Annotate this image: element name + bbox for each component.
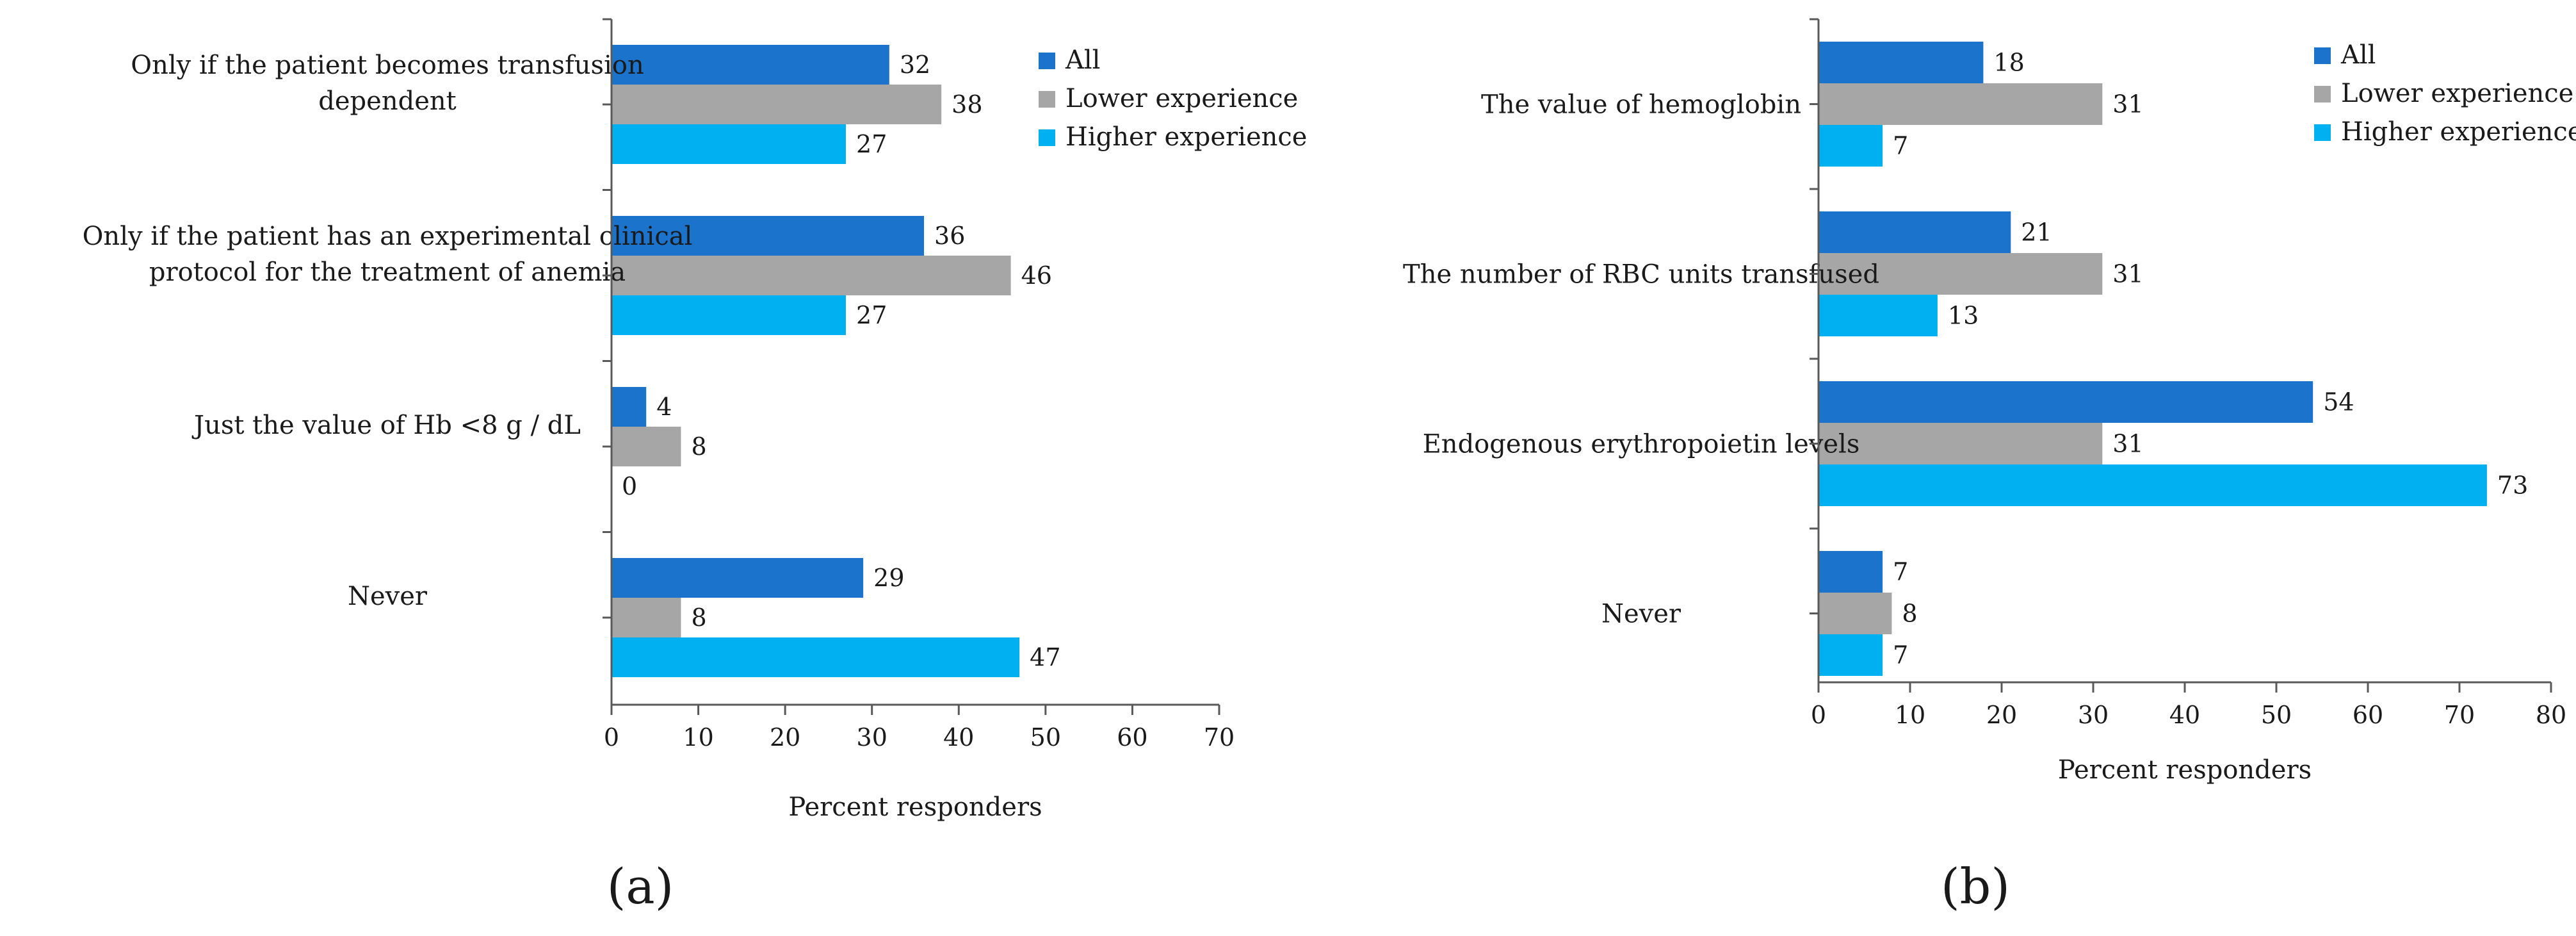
category-label-a-1-line1: protocol for the treatment of anemia	[149, 258, 626, 287]
bar-b-cat1-series2	[1819, 295, 1938, 336]
legend-label-a-2: Higher experience	[1065, 122, 1307, 152]
legend-label-b-2: Higher experience	[2341, 117, 2576, 147]
panel-label-b: (b)	[1941, 858, 2010, 915]
value-label-a-cat2-series0: 4	[656, 393, 672, 421]
legend-label-b-0: All	[2340, 40, 2376, 70]
x-axis-title-a: Percent responders	[788, 792, 1042, 822]
x-tick-label-a-40: 40	[943, 723, 974, 751]
value-label-a-cat2-series1: 8	[691, 432, 706, 461]
bar-b-cat0-series2	[1819, 125, 1883, 167]
value-label-b-cat3-series0: 7	[1893, 558, 1908, 586]
bar-b-cat2-series1	[1819, 423, 2103, 464]
x-axis-title-b: Percent responders	[2058, 755, 2312, 785]
panel-label-a: (a)	[607, 858, 674, 915]
value-label-a-cat3-series0: 29	[873, 564, 904, 592]
category-label-a-0-line0: Only if the patient becomes transfusion	[131, 51, 644, 80]
value-label-b-cat2-series1: 31	[2112, 430, 2143, 458]
bar-b-cat2-series0	[1819, 381, 2313, 423]
category-label-a-3-line0: Never	[348, 582, 428, 611]
bar-b-cat3-series1	[1819, 593, 1892, 634]
category-label-b-3-line0: Never	[1601, 600, 1681, 629]
x-tick-label-a-50: 50	[1030, 723, 1061, 751]
bar-b-cat0-series0	[1819, 42, 1984, 83]
bar-a-cat0-series0	[612, 45, 889, 85]
value-label-b-cat1-series2: 13	[1948, 302, 1979, 330]
bar-a-cat3-series1	[612, 598, 681, 637]
x-tick-label-b-70: 70	[2444, 701, 2475, 729]
value-label-a-cat0-series1: 38	[952, 90, 982, 119]
bar-a-cat1-series2	[612, 295, 847, 335]
category-label-a-2-line0: Just the value of Hb <8 g / dL	[191, 411, 581, 440]
bar-b-cat0-series1	[1819, 83, 2103, 125]
bar-a-cat0-series1	[612, 85, 942, 124]
x-tick-label-b-30: 30	[2078, 701, 2109, 729]
x-tick-label-b-0: 0	[1811, 701, 1826, 729]
bar-b-cat2-series2	[1819, 464, 2487, 506]
value-label-b-cat3-series2: 7	[1893, 641, 1908, 669]
x-tick-label-a-0: 0	[604, 723, 619, 751]
bar-b-cat3-series0	[1819, 551, 1883, 593]
legend-swatch-b-0	[2314, 47, 2331, 64]
legend-swatch-b-2	[2314, 124, 2331, 141]
value-label-a-cat0-series0: 32	[900, 51, 930, 79]
chart-panel-b: 18 31 7 The value of hemoglobin 21 31 13 The nu…	[1403, 18, 2576, 915]
bar-b-cat1-series1	[1819, 253, 2103, 295]
x-tick-label-b-80: 80	[2536, 701, 2566, 729]
value-label-a-cat0-series2: 27	[856, 130, 887, 158]
category-label-a-0-line1: dependent	[318, 86, 456, 116]
bar-a-cat2-series1	[612, 427, 681, 466]
value-label-a-cat1-series0: 36	[934, 222, 965, 250]
x-tick-label-a-70: 70	[1204, 723, 1235, 751]
value-label-a-cat3-series2: 47	[1030, 643, 1060, 671]
x-tick-label-b-20: 20	[1986, 701, 2017, 729]
bar-a-cat0-series2	[612, 124, 847, 164]
x-tick-label-a-30: 30	[857, 723, 887, 751]
legend-swatch-a-2	[1039, 129, 1055, 146]
value-label-a-cat1-series2: 27	[856, 301, 887, 329]
category-label-b-0-line0: The value of hemoglobin	[1481, 90, 1801, 120]
bar-a-cat1-series0	[612, 216, 925, 256]
legend-swatch-a-0	[1039, 53, 1055, 69]
category-label-b-1-line0: The number of RBC units transfused	[1403, 260, 1879, 290]
value-label-b-cat0-series0: 18	[1993, 49, 2024, 77]
bar-a-cat3-series0	[612, 558, 864, 598]
legend-label-b-1: Lower experience	[2341, 79, 2573, 108]
value-label-b-cat2-series0: 54	[2323, 388, 2354, 416]
value-label-b-cat1-series1: 31	[2112, 260, 2143, 288]
value-label-b-cat0-series1: 31	[2112, 90, 2143, 119]
value-label-b-cat3-series1: 8	[1902, 600, 1917, 628]
legend-swatch-a-1	[1039, 91, 1055, 108]
x-tick-label-b-40: 40	[2169, 701, 2200, 729]
value-label-b-cat2-series2: 73	[2497, 472, 2528, 500]
value-label-a-cat2-series2: 0	[622, 472, 637, 500]
x-tick-label-a-20: 20	[770, 723, 800, 751]
x-tick-label-b-10: 10	[1895, 701, 1925, 729]
value-label-b-cat1-series0: 21	[2021, 218, 2052, 247]
value-label-b-cat0-series2: 7	[1893, 132, 1908, 160]
x-tick-label-b-50: 50	[2261, 701, 2292, 729]
category-label-b-2-line0: Endogenous erythropoietin levels	[1423, 430, 1860, 459]
value-label-a-cat3-series1: 8	[691, 603, 706, 632]
bar-b-cat3-series2	[1819, 634, 1883, 676]
x-tick-label-a-60: 60	[1117, 723, 1147, 751]
category-label-a-1-line0: Only if the patient has an experimental …	[83, 222, 693, 251]
x-tick-label-a-10: 10	[683, 723, 713, 751]
legend-swatch-b-1	[2314, 86, 2331, 103]
legend-label-a-0: All	[1065, 45, 1100, 75]
bar-a-cat3-series2	[612, 637, 1020, 677]
legend-label-a-1: Lower experience	[1065, 84, 1298, 113]
bar-a-cat2-series0	[612, 387, 647, 427]
bar-a-cat1-series1	[612, 256, 1011, 295]
value-label-a-cat1-series1: 46	[1021, 261, 1052, 290]
chart-panel-a: 32 38 27 Only if the patient becomes transf…	[83, 18, 1307, 915]
bar-b-cat1-series0	[1819, 211, 2011, 253]
x-tick-label-b-60: 60	[2353, 701, 2383, 729]
